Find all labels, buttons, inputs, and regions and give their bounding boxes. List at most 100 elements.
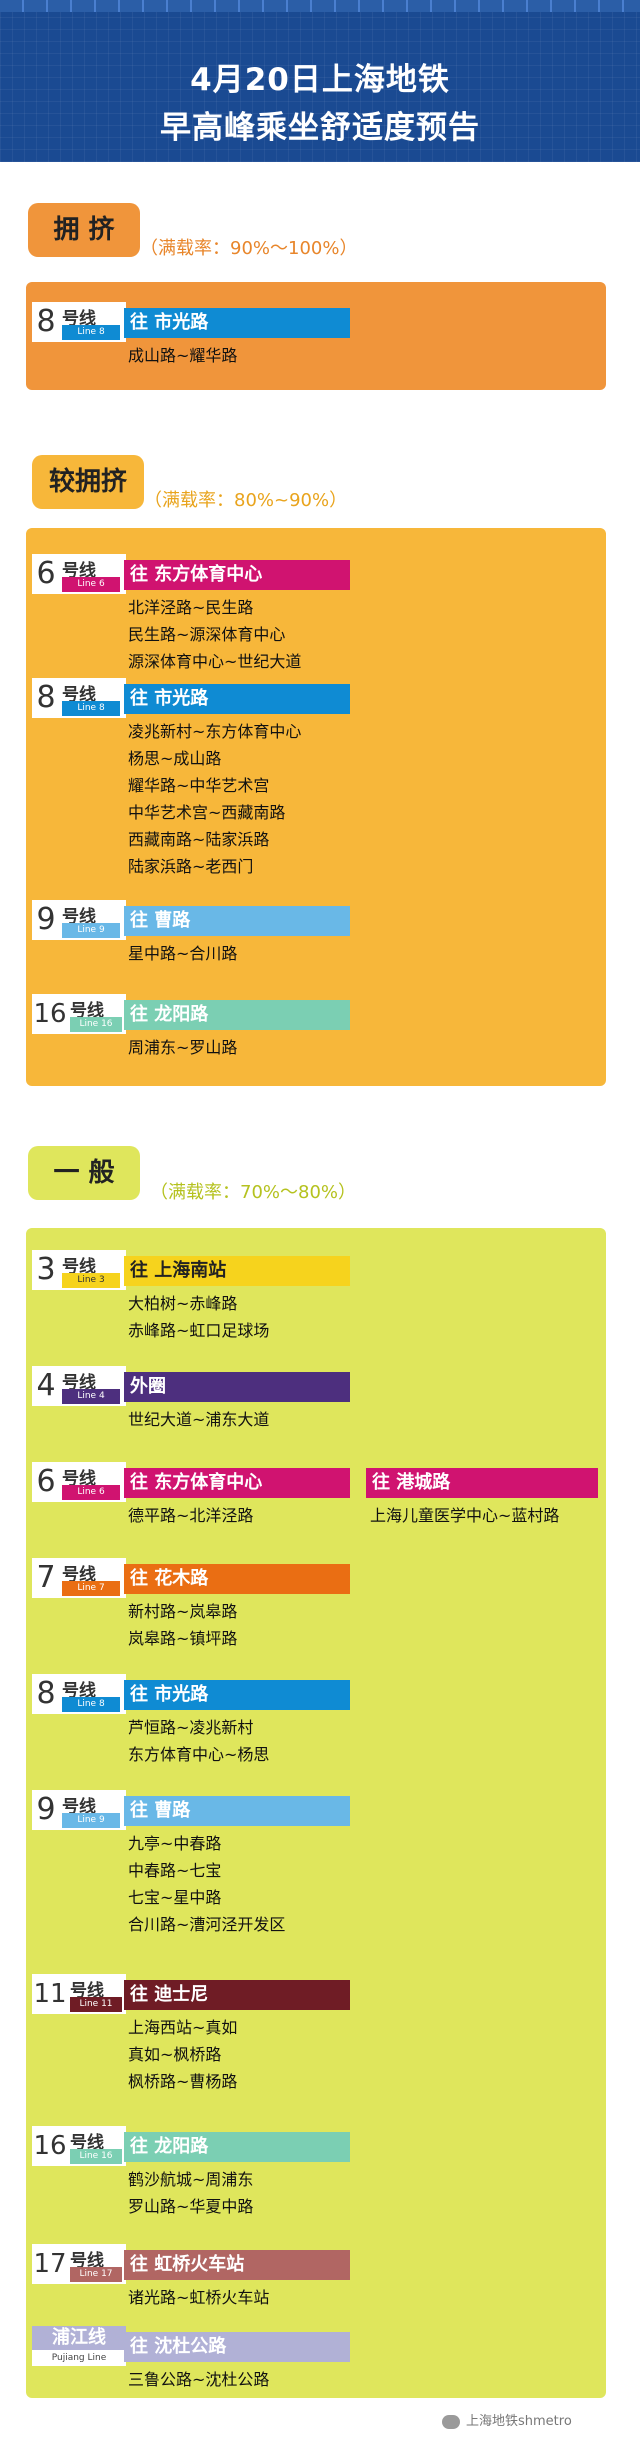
line-sub: Line 7 [62,1581,120,1596]
line-sub: Line 9 [62,923,120,938]
line-number: 4 [36,1368,56,1403]
line-sub: Line 3 [62,1273,120,1288]
line-number: 8 [36,680,56,715]
line-sub: Line 8 [62,325,120,340]
line-9-badge: 9 号线 Line 9 [32,900,126,940]
line-9-badge: 9 号线 Line 9 [32,1790,126,1830]
segment: 诸光路~虹桥火车站 [128,2288,270,2307]
segment: 凌兆新村~东方体育中心 [128,722,302,741]
segment: 新村路~岚皋路 [128,1602,238,1621]
level-fairly-crowded-note: （满载率：80%~90%） [144,490,348,511]
line-number: 6 [36,1464,56,1499]
level-normal-note: （满载率：70%～80%） [150,1182,357,1203]
direction-bar: 往 东方体育中心 [124,1468,350,1498]
direction-bar: 往 市光路 [124,308,350,338]
segment: 合川路~漕河泾开发区 [128,1915,286,1934]
line-suffix: 号线 [70,2251,104,2271]
segment: 周浦东~罗山路 [128,1038,238,1057]
segment: 陆家浜路~老西门 [128,857,254,876]
line-sub: Line 16 [70,2149,122,2164]
footer-watermark: 上海地铁shmetro [442,2410,572,2429]
direction-bar: 往 迪士尼 [124,1980,350,2010]
line-suffix: 号线 [62,1373,96,1393]
line-number: 8 [36,304,56,339]
segment: 杨思~成山路 [128,749,222,768]
segment: 三鲁公路~沈杜公路 [128,2370,270,2389]
line-sub: Line 16 [70,1017,122,1032]
segment: 上海西站~真如 [128,2018,238,2037]
segment: 鹤沙航城~周浦东 [128,2170,254,2189]
line-number: 11 [33,1979,67,2009]
line-number: 16 [33,2131,67,2161]
line-suffix: 号线 [62,1565,96,1585]
direction-bar: 往 沈杜公路 [124,2332,350,2362]
line-suffix: 号线 [62,561,96,581]
segment: 枫桥路~曹杨路 [128,2072,238,2091]
level-normal-title: 一 般 [28,1146,140,1200]
segment: 芦恒路~凌兆新村 [128,1718,254,1737]
line-3-badge: 3 号线 Line 3 [32,1250,126,1290]
segment: 北洋泾路~民生路 [128,598,254,617]
segment: 德平路~北洋泾路 [128,1506,254,1525]
line-number: 9 [36,902,56,937]
direction-bar: 外圈 [124,1372,350,1402]
segment: 中华艺术宫~西藏南路 [128,803,286,822]
line-sub: Line 11 [70,1997,122,2012]
segment: 七宝~星中路 [128,1888,222,1907]
header-banner: 4月20日上海地铁 早高峰乘坐舒适度预告 [0,12,640,162]
line-8-badge: 8 号线 Line 8 [32,678,126,718]
segment: 罗山路~华夏中路 [128,2197,254,2216]
line-17-badge: 17 号线 Line 17 [32,2244,126,2284]
page-title-line1: 4月20日上海地铁 [190,62,450,98]
line-suffix: 号线 [62,1257,96,1277]
watermark-text: 上海地铁shmetro [466,2414,572,2429]
line-6-badge: 6 号线 Line 6 [32,1462,126,1502]
segment: 源深体育中心~世纪大道 [128,652,302,671]
segment: 耀华路~中华艺术宫 [128,776,270,795]
line-sub: Line 17 [70,2267,122,2282]
segment: 大柏树~赤峰路 [128,1294,238,1313]
pujiang-line-badge: 浦江线 Pujiang Line [32,2326,126,2366]
panel-crowded: 8 号线 Line 8 往 市光路 成山路~耀华路 [26,282,606,390]
line-number: 9 [36,1792,56,1827]
line-suffix: 号线 [62,685,96,705]
line-suffix: 号线 [70,1001,104,1021]
level-crowded-title: 拥 挤 [28,203,140,257]
line-sub: Line 8 [62,701,120,716]
segment: 成山路~耀华路 [128,346,238,365]
segment: 东方体育中心~杨思 [128,1745,270,1764]
line-8-badge: 8 号线 Line 8 [32,302,126,342]
line-sub: Line 4 [62,1389,120,1404]
direction-bar: 往 花木路 [124,1564,350,1594]
line-suffix: 号线 [70,1981,104,2001]
level-fairly-crowded-title: 较拥挤 [32,455,144,509]
direction-bar: 往 曹路 [124,1796,350,1826]
segment: 上海儿童医学中心~蓝村路 [370,1506,560,1525]
line-sub: Line 9 [62,1813,120,1828]
line-sub: Line 6 [62,1485,120,1500]
line-16-badge: 16 号线 Line 16 [32,2126,126,2166]
level-crowded-note: （满载率：90%～100%） [140,238,358,259]
wechat-icon [442,2414,460,2429]
line-sub: Line 8 [62,1697,120,1712]
line-8-badge: 8 号线 Line 8 [32,1674,126,1714]
direction-bar: 往 市光路 [124,1680,350,1710]
line-suffix: 号线 [62,1681,96,1701]
line-suffix: 号线 [62,1469,96,1489]
panel-normal: 3 号线 Line 3 往 上海南站 大柏树~赤峰路 赤峰路~虹口足球场 4 号… [26,1228,606,2398]
line-suffix: 号线 [70,2133,104,2153]
page-title-line2: 早高峰乘坐舒适度预告 [160,110,480,146]
line-number: 8 [36,1676,56,1711]
segment: 西藏南路~陆家浜路 [128,830,270,849]
header-grid-pattern [0,12,640,162]
line-sub: Pujiang Line [32,2351,126,2366]
segment: 真如~枫桥路 [128,2045,222,2064]
segment: 岚皋路~镇坪路 [128,1629,238,1648]
line-sub: Line 6 [62,577,120,592]
direction-bar: 往 东方体育中心 [124,560,350,590]
line-6-badge: 6 号线 Line 6 [32,554,126,594]
direction-bar: 往 虹桥火车站 [124,2250,350,2280]
direction-bar: 往 龙阳路 [124,1000,350,1030]
line-number: 6 [36,556,56,591]
direction-bar-2: 往 港城路 [366,1468,598,1498]
